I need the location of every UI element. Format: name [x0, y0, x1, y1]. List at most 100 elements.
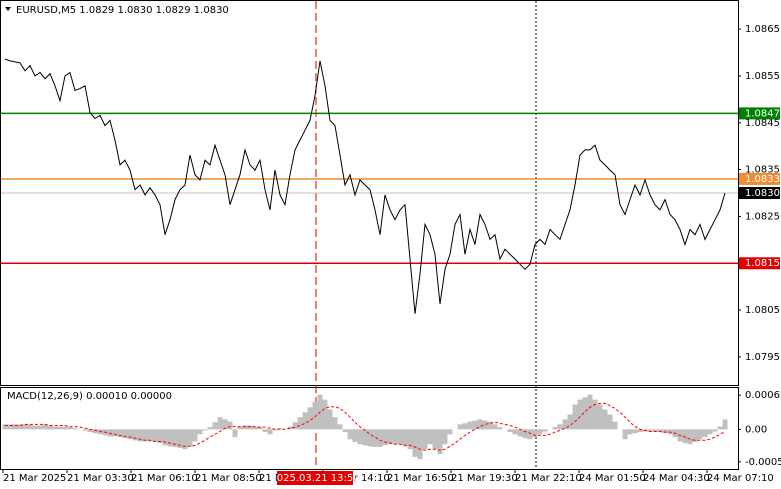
macd-bar — [137, 429, 143, 442]
macd-bar — [122, 429, 128, 439]
macd-bar — [272, 429, 278, 431]
macd-bar — [152, 429, 158, 442]
macd-bar — [132, 429, 138, 441]
macd-bar — [447, 429, 453, 435]
macd-bar — [552, 427, 558, 430]
macd-bar — [47, 425, 53, 430]
macd-bar — [277, 428, 283, 430]
macd-bar — [127, 429, 133, 440]
macd-bar — [112, 429, 118, 437]
level-label-box — [739, 172, 780, 185]
macd-bar — [402, 429, 408, 447]
macd-bar — [187, 429, 193, 447]
macd-bar — [472, 420, 478, 430]
x-tick-label: 21 Mar 2025 — [3, 473, 66, 484]
macd-bar — [477, 419, 483, 430]
macd-bar — [627, 429, 633, 435]
macd-bar — [622, 429, 628, 440]
level-label: 1.0815 — [745, 258, 780, 269]
macd-bar — [707, 429, 713, 435]
macd-bar — [302, 412, 308, 430]
macd-bar — [247, 425, 253, 430]
x-tick-label: 21 Mar 16:50 — [387, 473, 454, 484]
x-tick-label: 24 Mar 04:30 — [643, 473, 710, 484]
macd-bar — [532, 429, 538, 438]
macd-bar — [32, 425, 38, 430]
macd-bar — [612, 421, 618, 430]
x-tick-label: 21 Mar 14:10 — [323, 473, 390, 484]
y-tick-label: 1.0795 — [745, 352, 780, 363]
macd-bar — [572, 404, 578, 430]
macd-bar — [637, 429, 643, 433]
level-label-box — [739, 257, 780, 270]
macd-bar — [632, 429, 638, 434]
macd-bar — [722, 419, 728, 430]
macd-bar — [417, 429, 423, 460]
macd-bar — [542, 429, 548, 432]
macd-bar — [582, 397, 588, 430]
macd-bar — [597, 404, 603, 430]
macd-bar — [692, 429, 698, 442]
macd-bar — [497, 427, 503, 430]
macd-bar — [242, 425, 248, 430]
level-label: 1.0833 — [745, 174, 780, 185]
x-tick-label: 21 Mar 22:10 — [515, 473, 582, 484]
macd-bar — [267, 429, 273, 435]
macd-bar — [117, 429, 123, 438]
macd-bar — [607, 414, 613, 430]
macd-bar — [27, 424, 33, 430]
crosshair-label-box — [277, 471, 353, 485]
macd-bar — [367, 429, 373, 447]
macd-bar — [192, 429, 198, 442]
macd-bar — [592, 399, 598, 430]
macd-bar — [307, 407, 313, 430]
macd-bar — [22, 424, 28, 430]
y-tick-label: 0.00062 — [745, 390, 781, 401]
macd-bar — [147, 429, 153, 442]
macd-bar — [257, 427, 263, 430]
x-tick-label: 24 Mar 07:10 — [707, 473, 774, 484]
macd-bar — [577, 399, 583, 430]
crosshair-label: 2025.03.21 13:50 — [270, 473, 359, 484]
y-tick-label: 1.0805 — [745, 305, 780, 316]
macd-bar — [222, 419, 228, 430]
macd-bar — [157, 429, 163, 444]
macd-bar — [2, 424, 8, 430]
macd-bar — [412, 429, 418, 457]
macd-bar — [352, 429, 358, 442]
y-tick-label: 1.0835 — [745, 165, 780, 176]
macd-bar — [322, 399, 328, 430]
macd-bar — [347, 429, 353, 440]
y-tick-label: 1.0855 — [745, 71, 780, 82]
level-label-box — [739, 187, 780, 199]
macd-bar — [342, 429, 348, 433]
macd-bar — [197, 429, 203, 435]
macd-bar — [87, 429, 93, 433]
macd-bar — [227, 421, 233, 430]
y-tick-label: 1.0845 — [745, 118, 780, 129]
macd-bar — [332, 417, 338, 430]
chart-title: EURUSD,M5 1.0829 1.0830 1.0829 1.0830 — [16, 5, 229, 16]
macd-bar — [557, 424, 563, 430]
x-tick-label: 21 Mar 08:50 — [195, 473, 262, 484]
macd-bar — [312, 401, 318, 430]
macd-bar — [442, 429, 448, 445]
macd-bar — [697, 429, 703, 440]
macd-bar — [52, 426, 58, 430]
macd-bar — [717, 426, 723, 430]
macd-bar — [57, 426, 63, 430]
macd-bar — [262, 429, 268, 433]
macd-bar — [217, 417, 223, 430]
macd-bar — [537, 429, 543, 435]
level-label: 1.0830 — [745, 188, 780, 199]
macd-bar — [202, 429, 208, 431]
macd-bar — [432, 429, 438, 450]
signal-line — [5, 402, 726, 451]
level-label-box — [739, 107, 780, 120]
macd-bar — [297, 417, 303, 430]
macd-bar — [167, 429, 173, 447]
macd-bar — [427, 429, 433, 445]
macd-bar — [237, 426, 243, 430]
macd-bar — [397, 429, 403, 445]
